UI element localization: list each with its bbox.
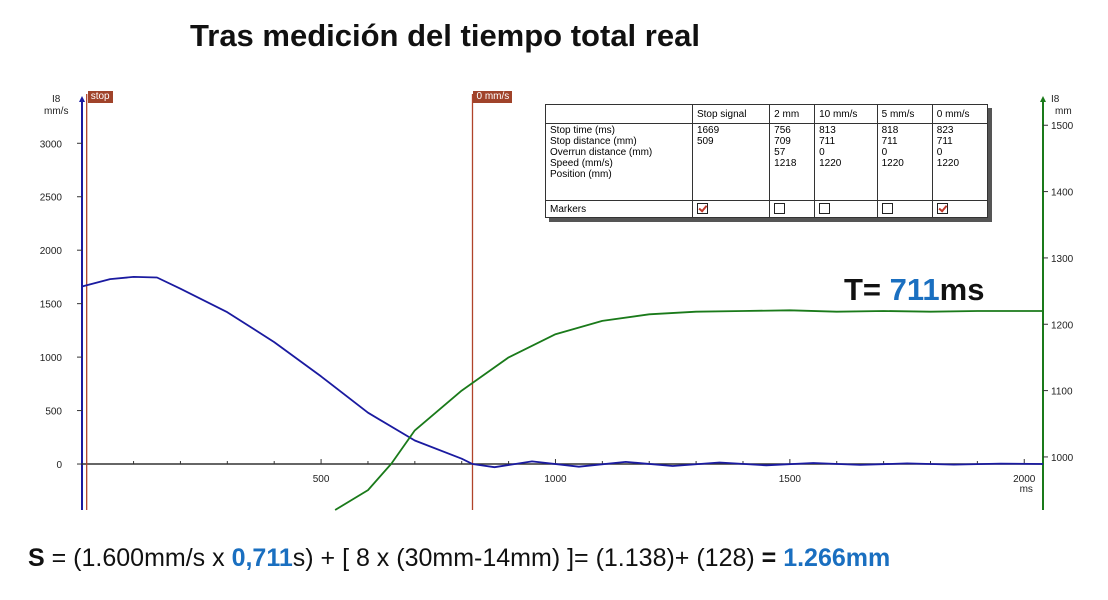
row-label: Overrun distance (mm) bbox=[550, 147, 653, 158]
marker-checkbox[interactable] bbox=[881, 203, 893, 215]
left-tick-label: 2500 bbox=[40, 193, 63, 204]
table-cell: 1218 bbox=[774, 158, 797, 169]
marker-checkbox[interactable] bbox=[696, 203, 708, 215]
zero-speed-marker-flag: 0 mm/s bbox=[473, 91, 513, 103]
right-axis-label: I8 bbox=[1051, 94, 1060, 105]
page-title: Tras medición del tiempo total real bbox=[190, 18, 700, 53]
row-label: Stop time (ms) bbox=[550, 125, 616, 136]
10mms-column: 813 711 0 1220 bbox=[814, 123, 878, 201]
header-cell: 10 mm/s bbox=[814, 104, 878, 124]
formula-part2: s) + [ 8 x (30mm-14mm) ]= (1.138)+ (128) bbox=[292, 544, 762, 572]
table-cell: 813 bbox=[819, 125, 836, 136]
table-cell: 1220 bbox=[936, 158, 960, 169]
markers-label: Markers bbox=[545, 200, 693, 218]
x-tick-label: 1500 bbox=[779, 474, 802, 485]
speed-series-line bbox=[81, 276, 1044, 469]
table-cell: 1220 bbox=[881, 158, 904, 169]
marker-cell bbox=[814, 200, 878, 218]
marker-cell bbox=[876, 200, 933, 218]
total-time-prefix: T= bbox=[844, 272, 890, 307]
row-label: Speed (mm/s) bbox=[550, 158, 613, 169]
2mm-column: 756 709 57 1218 bbox=[769, 123, 816, 201]
marker-cell bbox=[691, 200, 771, 218]
safety-distance-formula: S = (1.600mm/s x 0,711s) + [ 8 x (30mm-1… bbox=[28, 544, 890, 573]
5mms-column: 818 711 0 1220 bbox=[876, 123, 933, 201]
table-cell: 0 bbox=[819, 147, 825, 158]
header-cell: 2 mm bbox=[769, 104, 816, 124]
markers-row: Markers bbox=[545, 200, 989, 218]
table-cell: 0 bbox=[881, 147, 888, 158]
left-axis-unit: mm/s bbox=[44, 106, 68, 117]
right-axis-unit: mm bbox=[1055, 106, 1072, 117]
0mms-column: 823 711 0 1220 bbox=[931, 123, 989, 201]
row-label: Stop distance (mm) bbox=[550, 136, 637, 147]
formula-time-value: 0,711 bbox=[231, 544, 293, 572]
x-tick-label: 500 bbox=[313, 474, 330, 485]
formula-equals: = bbox=[761, 544, 784, 572]
left-tick-label: 1500 bbox=[40, 300, 63, 311]
right-axis-arrow bbox=[1040, 96, 1046, 102]
table-cell: 709 bbox=[774, 136, 791, 147]
marker-checkbox[interactable] bbox=[819, 203, 831, 215]
left-tick-label: 3000 bbox=[40, 139, 63, 150]
header-cell bbox=[545, 104, 693, 124]
left-axis-arrow bbox=[79, 96, 85, 102]
table-cell: 818 bbox=[881, 125, 899, 136]
measurement-table: Stop signal 2 mm 10 mm/s 5 mm/s 0 mm/s S… bbox=[545, 104, 989, 218]
table-cell: 756 bbox=[774, 125, 791, 136]
table-cell: 509 bbox=[696, 136, 714, 147]
total-time-unit: ms bbox=[939, 272, 985, 307]
left-tick-label: 2000 bbox=[40, 246, 63, 257]
x-tick-label: 2000 bbox=[1013, 474, 1036, 485]
table-cell: 0 bbox=[936, 147, 943, 158]
formula-result: 1.266mm bbox=[783, 544, 891, 572]
right-tick-label: 1100 bbox=[1051, 387, 1073, 398]
row-label: Position (mm) bbox=[550, 169, 612, 180]
table-header-row: Stop signal 2 mm 10 mm/s 5 mm/s 0 mm/s bbox=[545, 104, 989, 124]
table-cell: 711 bbox=[819, 136, 836, 147]
x-tick-label: 1000 bbox=[544, 474, 567, 485]
marker-cell bbox=[931, 200, 989, 218]
marker-cell bbox=[769, 200, 816, 218]
stop-signal-column: 1669 509 bbox=[691, 123, 771, 201]
total-time-value: 711 bbox=[889, 272, 940, 307]
right-tick-label: 1500 bbox=[1051, 121, 1074, 132]
table-values-row: Stop time (ms) Stop distance (mm) Overru… bbox=[545, 123, 989, 201]
x-axis-unit: ms bbox=[1020, 484, 1033, 495]
table-cell: 1669 bbox=[696, 125, 720, 136]
right-tick-label: 1400 bbox=[1051, 188, 1074, 199]
header-cell: 0 mm/s bbox=[931, 104, 989, 124]
right-tick-label: 1300 bbox=[1051, 254, 1074, 265]
table-cell: 711 bbox=[881, 136, 898, 147]
right-tick-label: 1200 bbox=[1051, 320, 1074, 331]
header-cell: 5 mm/s bbox=[876, 104, 933, 124]
total-time-label: T= 711ms bbox=[844, 272, 984, 308]
table-cell: 57 bbox=[774, 147, 786, 158]
stop-marker-flag: stop bbox=[87, 91, 113, 103]
formula-s: S bbox=[28, 544, 45, 572]
table-cell: 1220 bbox=[819, 158, 842, 169]
marker-checkbox[interactable] bbox=[774, 203, 786, 215]
left-tick-label: 0 bbox=[56, 460, 62, 471]
position-series-line bbox=[334, 309, 1043, 511]
formula-part1: = (1.600mm/s x bbox=[44, 544, 232, 572]
table-cell: 711 bbox=[936, 136, 953, 147]
marker-checkbox[interactable] bbox=[936, 203, 948, 215]
left-tick-label: 1000 bbox=[40, 353, 63, 364]
header-cell: Stop signal bbox=[691, 104, 771, 124]
row-labels-cell: Stop time (ms) Stop distance (mm) Overru… bbox=[545, 123, 693, 201]
right-tick-label: 1000 bbox=[1051, 453, 1074, 464]
left-tick-label: 500 bbox=[45, 407, 62, 418]
left-axis-label: I8 bbox=[52, 94, 61, 105]
table-cell: 823 bbox=[936, 125, 954, 136]
